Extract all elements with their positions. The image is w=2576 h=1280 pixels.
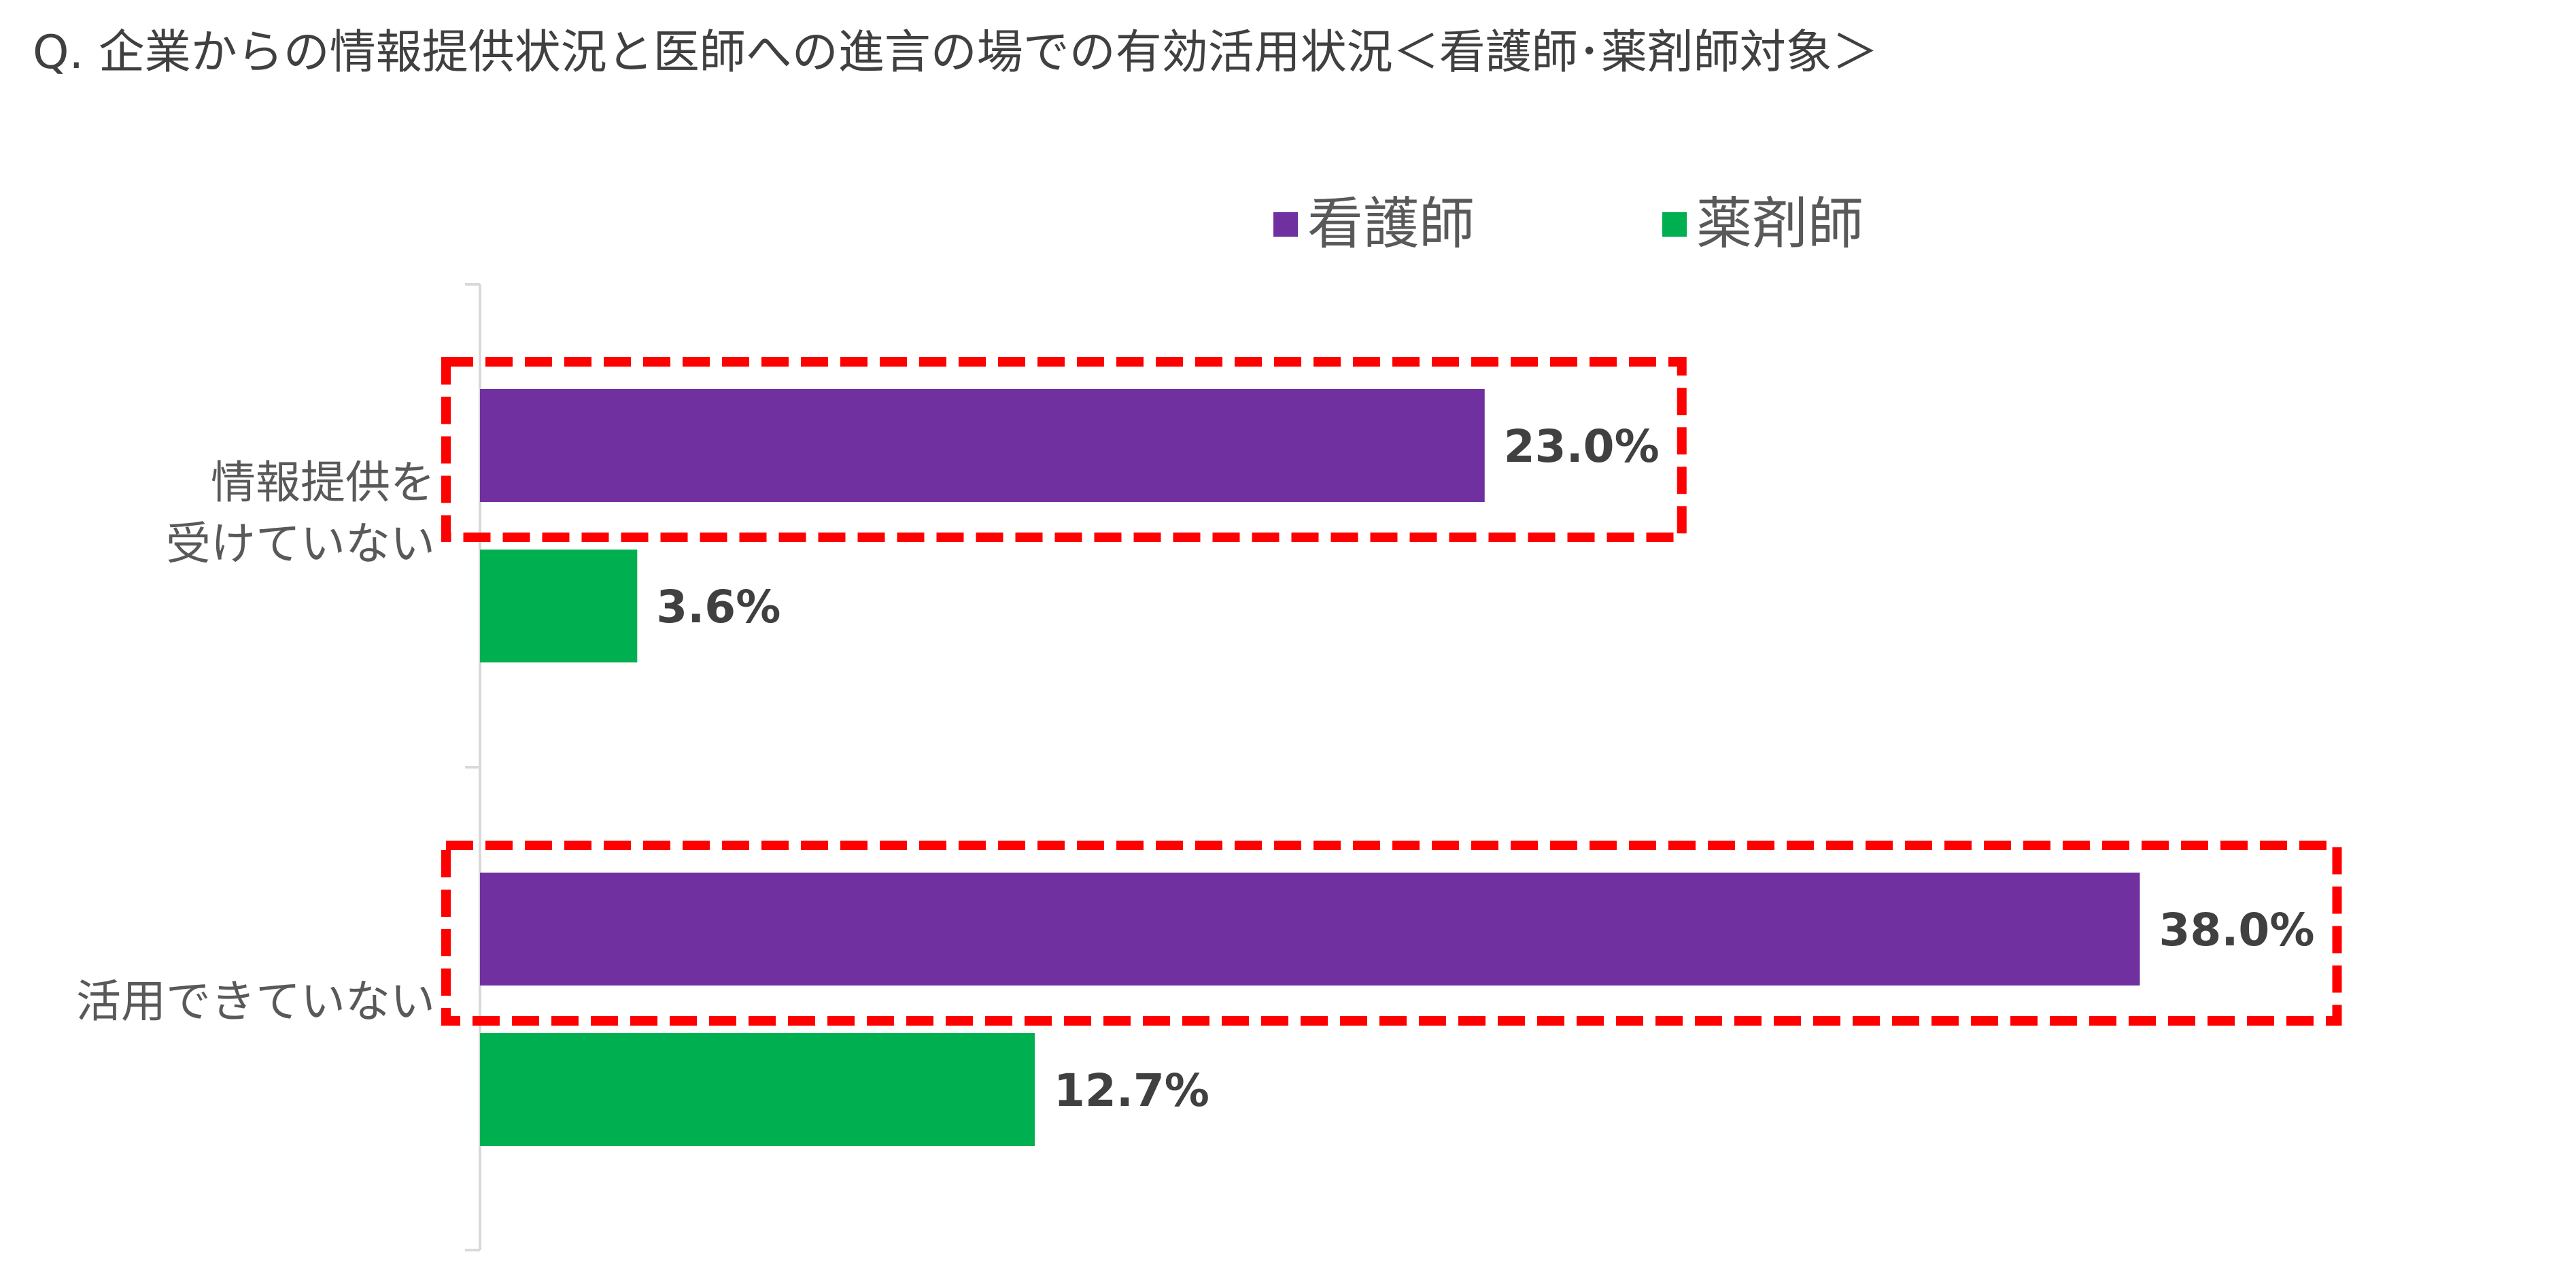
data-label: 38.0% (2159, 904, 2315, 956)
bar-nurse (480, 389, 1485, 502)
highlight-box (441, 357, 1687, 542)
category-label-line: 活用できていない (76, 975, 435, 1028)
legend-label-pharmacist: 薬剤師 (1696, 192, 1864, 256)
category-label-line: 受けていない (166, 518, 435, 570)
category-label-line: 情報提供を (211, 456, 435, 509)
page-title: Q. 企業からの情報提供状況と医師への進言の場での有効活用状況＜看護師･薬剤師対… (33, 26, 1878, 80)
legend-label-nurse: 看護師 (1307, 192, 1475, 256)
category-label-not-utilized: 活用できていない (14, 971, 435, 1032)
chart-legend: 看護師 薬剤師 (0, 187, 2576, 262)
highlight-box (441, 841, 2342, 1026)
data-label: 23.0% (1504, 420, 1660, 473)
bar-nurse (480, 873, 2140, 986)
data-label: 12.7% (1054, 1064, 1209, 1117)
legend-item-nurse: 看護師 (1273, 187, 1475, 262)
bar-pharmacist (480, 1033, 1035, 1146)
category-label-no-info: 情報提供を 受けていない (82, 452, 435, 575)
legend-item-pharmacist: 薬剤師 (1662, 187, 1864, 262)
legend-swatch-pharmacist (1662, 212, 1687, 237)
legend-swatch-nurse (1273, 212, 1298, 237)
data-label: 3.6% (656, 581, 780, 633)
bar-pharmacist (480, 550, 638, 662)
